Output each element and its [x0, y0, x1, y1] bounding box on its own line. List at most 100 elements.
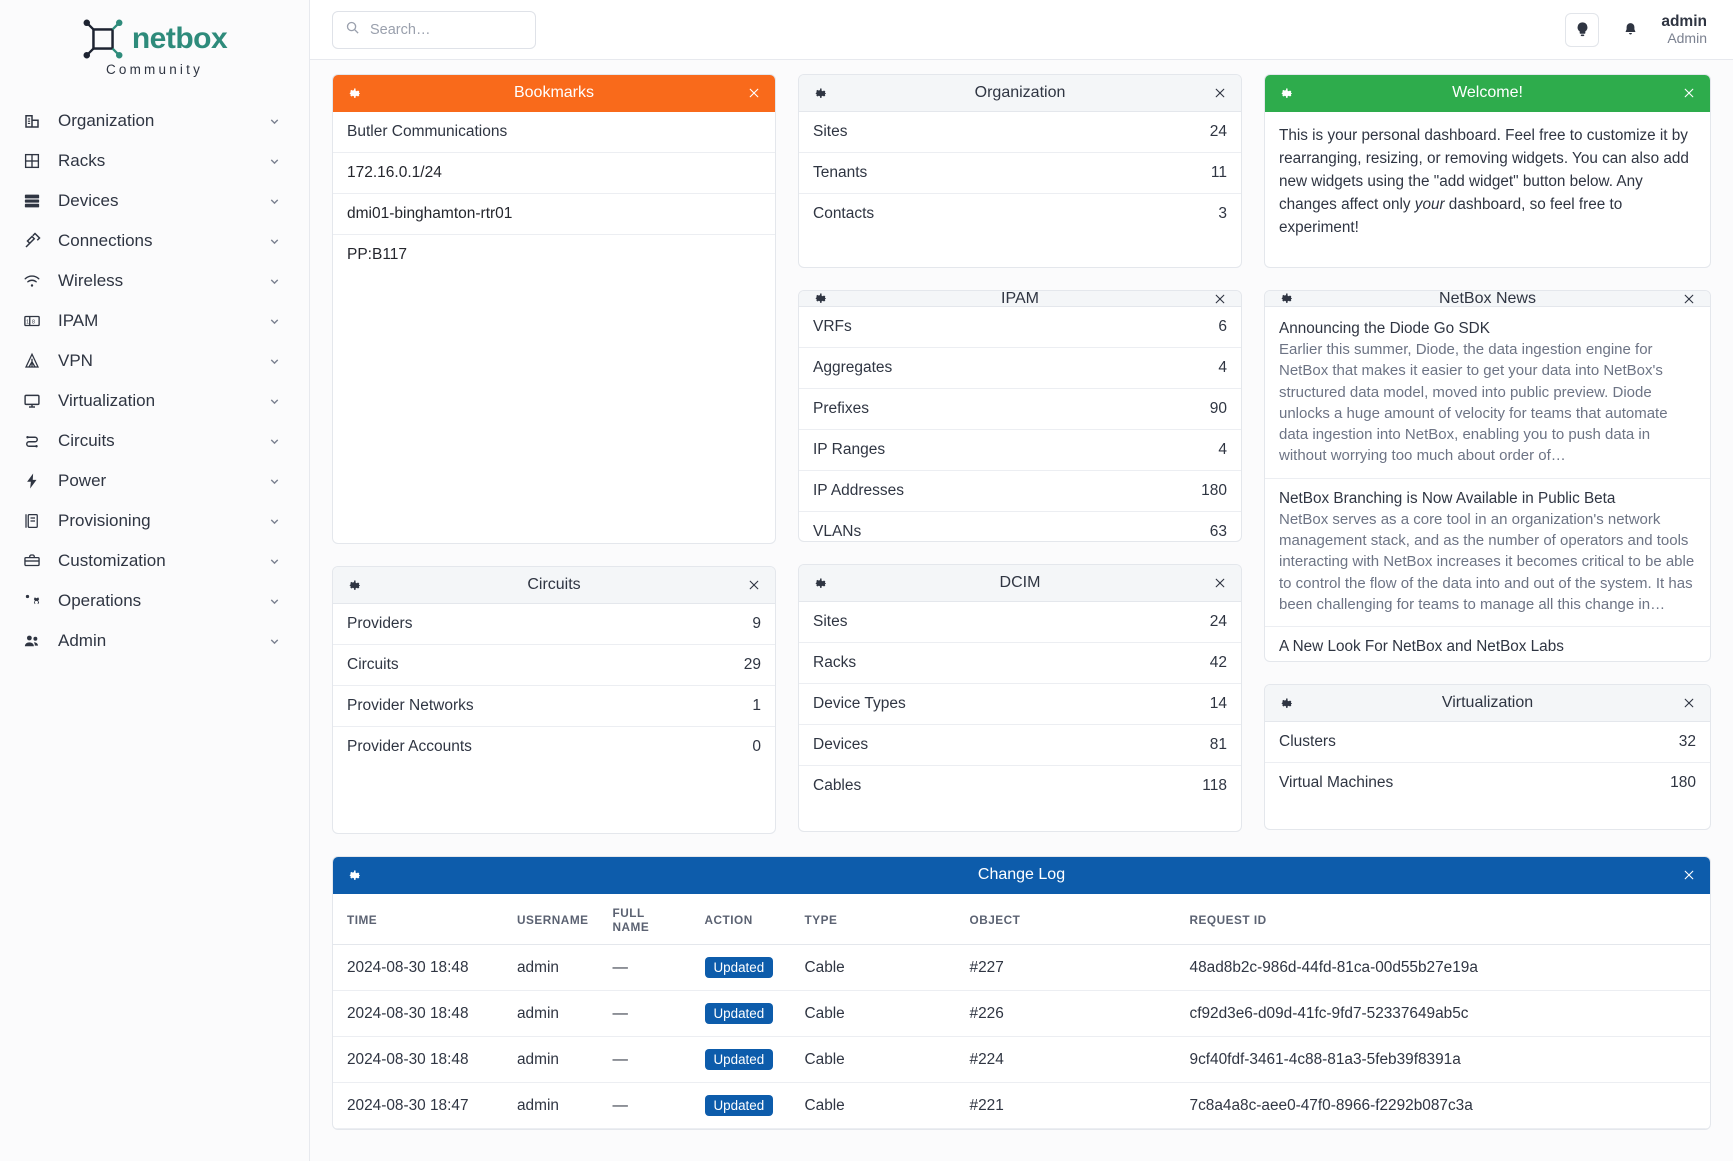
cell-requestid[interactable]: 9cf40fdf-3461-4c88-81a3-5feb39f8391a [1175, 1036, 1710, 1083]
sidebar-item-racks[interactable]: Racks [0, 141, 309, 181]
widget-header: Change Log [333, 857, 1710, 894]
close-icon[interactable] [747, 86, 761, 100]
list-item[interactable]: Contacts 3 [799, 194, 1241, 234]
search-input[interactable] [370, 21, 557, 38]
close-icon[interactable] [1213, 292, 1227, 306]
close-icon[interactable] [1682, 696, 1696, 710]
svg-text:1: 1 [26, 319, 29, 325]
sidebar-item-devices[interactable]: Devices [0, 181, 309, 221]
gear-icon[interactable] [347, 86, 362, 101]
list-item[interactable]: Sites 24 [799, 602, 1241, 643]
list-item[interactable]: Cables 118 [799, 766, 1241, 806]
sidebar-item-virtualization[interactable]: Virtualization [0, 381, 309, 421]
list-item[interactable]: Provider Networks 1 [333, 686, 775, 727]
column-header-fullname[interactable]: FULL NAME [598, 894, 691, 945]
list-item[interactable]: IP Ranges 4 [799, 430, 1241, 471]
welcome-text-part1: This is your personal dashboard. Feel fr… [1279, 127, 1689, 213]
cell-object[interactable]: #224 [955, 1036, 1176, 1083]
sidebar-item-wireless[interactable]: Wireless [0, 261, 309, 301]
list-item[interactable]: Butler Communications [333, 112, 775, 153]
list-item[interactable]: Device Types 14 [799, 684, 1241, 725]
list-item[interactable]: Clusters 32 [1265, 722, 1710, 763]
gear-icon[interactable] [813, 86, 828, 101]
list-item[interactable]: Sites 24 [799, 112, 1241, 153]
row-label: Provider Networks [347, 697, 474, 714]
column-header-object[interactable]: OBJECT [955, 894, 1176, 945]
cell-fullname: — [598, 990, 691, 1037]
list-item[interactable]: Virtual Machines 180 [1265, 763, 1710, 803]
close-icon[interactable] [747, 578, 761, 592]
brand[interactable]: netbox Community [0, 10, 309, 95]
column-header-requestid[interactable]: REQUEST ID [1175, 894, 1710, 945]
cell-time[interactable]: 2024-08-30 18:48 [333, 990, 503, 1037]
list-item[interactable]: dmi01-binghamton-rtr01 [333, 194, 775, 235]
list-item[interactable]: Devices 81 [799, 725, 1241, 766]
widget-ipam: IPAM VRFs 6 Aggregates 4 Prefixes 90 IP Ran… [798, 290, 1242, 542]
column-header-action[interactable]: ACTION [690, 894, 791, 945]
list-item[interactable]: Circuits 29 [333, 645, 775, 686]
gear-icon[interactable] [813, 576, 828, 591]
list-item[interactable]: PP:B117 [347, 246, 408, 263]
list-item[interactable]: Aggregates 4 [799, 348, 1241, 389]
user-menu[interactable]: admin Admin [1661, 13, 1711, 47]
list-item[interactable]: Prefixes 90 [799, 389, 1241, 430]
widget-header: IPAM [799, 291, 1241, 307]
changelog-table: TIME USERNAME FULL NAME ACTION TYPE OBJE… [333, 894, 1710, 1129]
sidebar-item-power[interactable]: Power [0, 461, 309, 501]
gear-icon[interactable] [1279, 696, 1294, 711]
gear-icon[interactable] [1279, 86, 1294, 101]
organization-list: Sites 24 Tenants 11 Contacts 3 [799, 112, 1241, 234]
gear-icon[interactable] [347, 578, 362, 593]
cell-requestid[interactable]: 7c8a4a8c-aee0-47f0-8966-f2292b087c3a [1175, 1082, 1710, 1129]
list-item[interactable]: IP Addresses 180 [799, 471, 1241, 512]
cell-username: admin [503, 990, 599, 1037]
news-snippet: NetBox serves as a core tool in an organ… [1279, 510, 1695, 613]
cell-requestid[interactable]: 48ad8b2c-986d-44fd-81ca-00d55b27e19a [1175, 944, 1710, 991]
list-item[interactable]: 172.16.0.1/24 [333, 153, 775, 194]
close-icon[interactable] [1682, 86, 1696, 100]
sidebar-item-customization[interactable]: Customization [0, 541, 309, 581]
cell-requestid[interactable]: cf92d3e6-d09d-41fc-9fd7-52337649ab5c [1175, 990, 1710, 1037]
gear-icon[interactable] [1279, 291, 1294, 306]
cell-object[interactable]: #227 [955, 944, 1176, 991]
cell-object[interactable]: #226 [955, 990, 1176, 1037]
list-item[interactable]: NetBox Branching is Now Available in Pub… [1265, 479, 1710, 628]
sidebar-item-operations[interactable]: Operations [0, 581, 309, 621]
sidebar-item-connections[interactable]: Connections [0, 221, 309, 261]
column-header-username[interactable]: USERNAME [503, 894, 599, 945]
list-item[interactable]: Tenants 11 [799, 153, 1241, 194]
close-icon[interactable] [1682, 868, 1696, 882]
cell-time[interactable]: 2024-08-30 18:48 [333, 944, 503, 991]
column-header-time[interactable]: TIME [333, 894, 503, 945]
list-item[interactable]: A New Look For NetBox and NetBox Labs [1265, 627, 1710, 661]
list-item[interactable]: VRFs 6 [799, 307, 1241, 348]
sidebar-item-vpn[interactable]: VPN [0, 341, 309, 381]
notifications-button[interactable] [1613, 12, 1648, 47]
theme-toggle-button[interactable] [1565, 12, 1600, 47]
list-item[interactable]: Racks 42 [799, 643, 1241, 684]
list-item[interactable]: Providers 9 [333, 604, 775, 645]
close-icon[interactable] [1213, 86, 1227, 100]
news-list: Announcing the Diode Go SDK Earlier this… [1265, 307, 1710, 661]
sidebar-item-organization[interactable]: Organization [0, 101, 309, 141]
close-icon[interactable] [1682, 292, 1696, 306]
gear-icon[interactable] [813, 291, 828, 306]
sidebar-item-circuits[interactable]: Circuits [0, 421, 309, 461]
close-icon[interactable] [1213, 576, 1227, 590]
list-item[interactable]: Provider Accounts 0 [333, 727, 775, 767]
sidebar-item-provisioning[interactable]: Provisioning [0, 501, 309, 541]
row-label: Virtual Machines [1279, 774, 1394, 791]
sidebar-item-admin[interactable]: Admin [0, 621, 309, 661]
cell-time[interactable]: 2024-08-30 18:48 [333, 1036, 503, 1083]
cell-object[interactable]: #221 [955, 1082, 1176, 1129]
gear-icon[interactable] [347, 868, 362, 883]
column-header-type[interactable]: TYPE [790, 894, 956, 945]
vpn-icon [22, 351, 42, 371]
search-box[interactable] [332, 10, 557, 49]
list-item[interactable]: Announcing the Diode Go SDK Earlier this… [1265, 309, 1710, 479]
row-value: 29 [743, 656, 761, 673]
cell-fullname: — [598, 1082, 691, 1129]
cell-time[interactable]: 2024-08-30 18:47 [333, 1082, 503, 1129]
list-item[interactable]: VLANs 63 [799, 512, 1241, 541]
